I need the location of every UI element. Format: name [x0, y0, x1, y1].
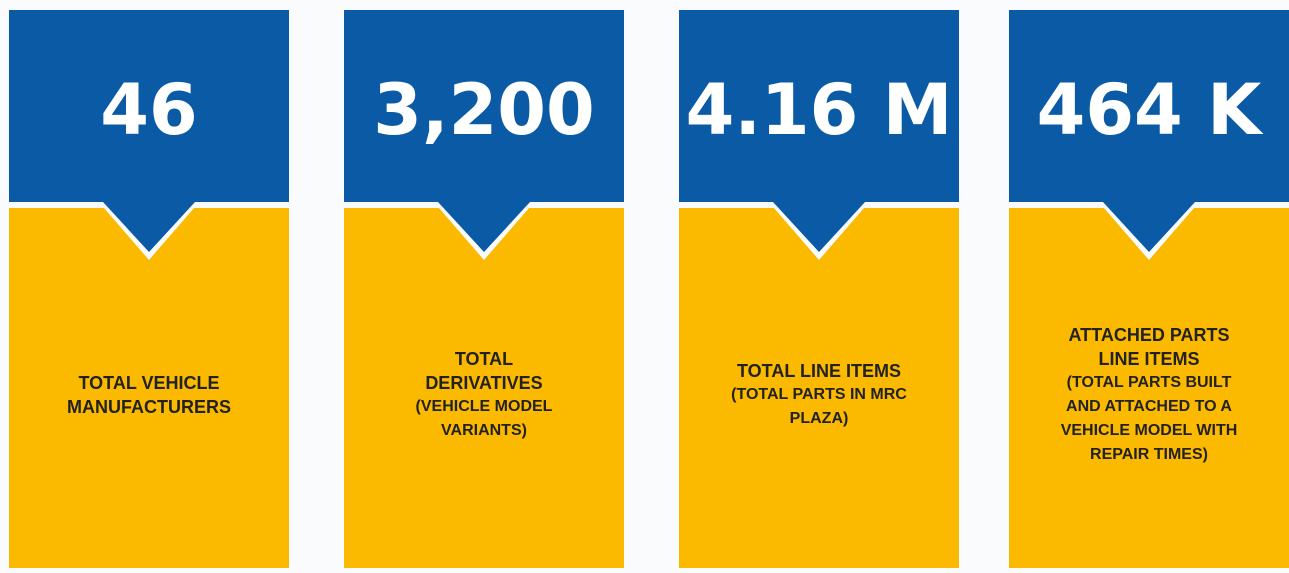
- stat-text: TOTAL VEHICLE MANUFACTURERS: [59, 260, 239, 530]
- yellow-panel: [344, 208, 624, 568]
- stat-value: 3,200: [373, 69, 595, 151]
- stat-subtitle: (VEHICLE MODEL VARIANTS): [415, 398, 553, 439]
- card-shape: [1009, 10, 1289, 568]
- stat-subtitle: (TOTAL PARTS BUILT AND ATTACHED TO A VEH…: [1060, 374, 1238, 463]
- stat-card: 464 K ATTACHED PARTS LINE ITEMS (TOTAL PAR…: [1009, 10, 1289, 568]
- card-shape: [9, 10, 289, 568]
- stat-value: 46: [100, 69, 198, 151]
- blue-panel: [9, 10, 289, 252]
- stat-text: TOTAL LINE ITEMS (TOTAL PARTS IN MRC PLAZ…: [729, 260, 909, 530]
- stat-text: TOTAL DERIVATIVES (VEHICLE MODEL VARIANTS…: [394, 260, 574, 530]
- yellow-panel: [679, 208, 959, 568]
- blue-panel: [344, 10, 624, 252]
- card-shape: [344, 10, 624, 568]
- stat-title: TOTAL VEHICLE MANUFACTURERS: [67, 373, 231, 417]
- stat-value: 464 K: [1036, 69, 1262, 151]
- stat-card: 4.16 M TOTAL LINE ITEMS (TOTAL PARTS IN MR…: [679, 10, 959, 568]
- stat-text: ATTACHED PARTS LINE ITEMS (TOTAL PARTS BU…: [1059, 260, 1239, 530]
- stat-title: ATTACHED PARTS LINE ITEMS: [1068, 325, 1230, 369]
- stat-title: TOTAL LINE ITEMS: [736, 361, 901, 381]
- stat-value: 4.16 M: [685, 69, 953, 151]
- blue-panel: [679, 10, 959, 252]
- yellow-panel: [1009, 208, 1289, 568]
- blue-panel: [1009, 10, 1289, 252]
- stat-subtitle: (TOTAL PARTS IN MRC PLAZA): [731, 386, 907, 427]
- yellow-panel: [9, 208, 289, 568]
- stat-title: TOTAL DERIVATIVES: [425, 349, 543, 393]
- stat-card: 3,200 TOTAL DERIVATIVES (VEHICLE MODEL VAR…: [344, 10, 624, 568]
- card-shape: [679, 10, 959, 568]
- stat-card: 46 TOTAL VEHICLE MANUFACTURERS: [9, 10, 289, 568]
